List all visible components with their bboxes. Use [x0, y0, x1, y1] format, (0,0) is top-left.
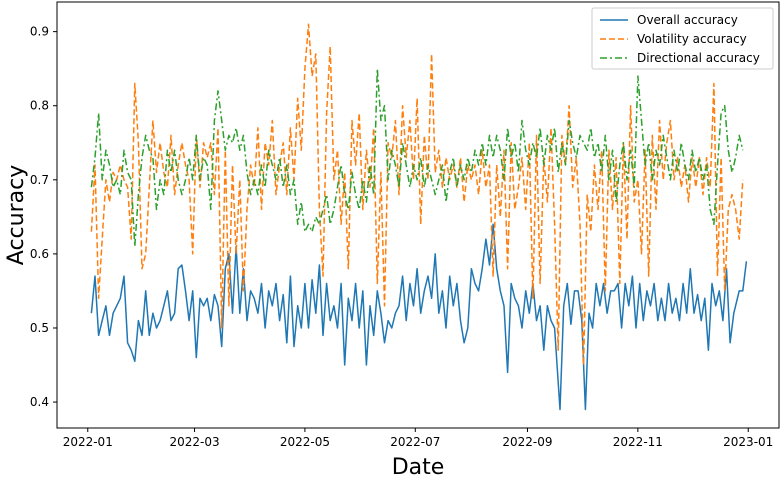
y-axis-label: Accuracy	[4, 165, 29, 265]
series-line-directional-accuracy	[90, 67, 744, 248]
x-tick-label: 2022-09	[502, 435, 552, 449]
y-tick-label: 0.5	[30, 321, 49, 335]
x-tick-label: 2023-01	[723, 435, 773, 449]
y-axis: 0.4 0.5 0.6 0.7 0.8 0.9	[30, 25, 57, 409]
x-tick-label: 2022-11	[613, 435, 663, 449]
y-tick-label: 0.7	[30, 173, 49, 187]
x-tick-label: 2022-05	[280, 435, 330, 449]
series-line-overall-accuracy	[90, 223, 748, 411]
legend-label-directional: Directional accuracy	[637, 51, 760, 65]
legend-label-overall: Overall accuracy	[637, 13, 738, 27]
x-axis: 2022-01 2022-03 2022-05 2022-07 2022-09 2022-…	[63, 428, 773, 449]
y-tick-label: 0.8	[30, 99, 49, 113]
legend: Overall accuracy Volatility accuracy Dir…	[591, 7, 774, 70]
y-tick-label: 0.9	[30, 25, 49, 39]
x-axis-label: Date	[392, 455, 445, 480]
x-tick-label: 2022-03	[169, 435, 219, 449]
legend-box	[591, 7, 774, 70]
plot-frame	[56, 1, 780, 429]
x-tick-label: 2022-01	[63, 435, 113, 449]
x-tick-label: 2022-07	[390, 435, 440, 449]
series-line-volatility-accuracy	[90, 23, 744, 366]
y-tick-label: 0.4	[30, 395, 49, 409]
y-tick-label: 0.6	[30, 247, 49, 261]
legend-label-volatility: Volatility accuracy	[637, 32, 747, 46]
series-layer	[90, 23, 748, 411]
